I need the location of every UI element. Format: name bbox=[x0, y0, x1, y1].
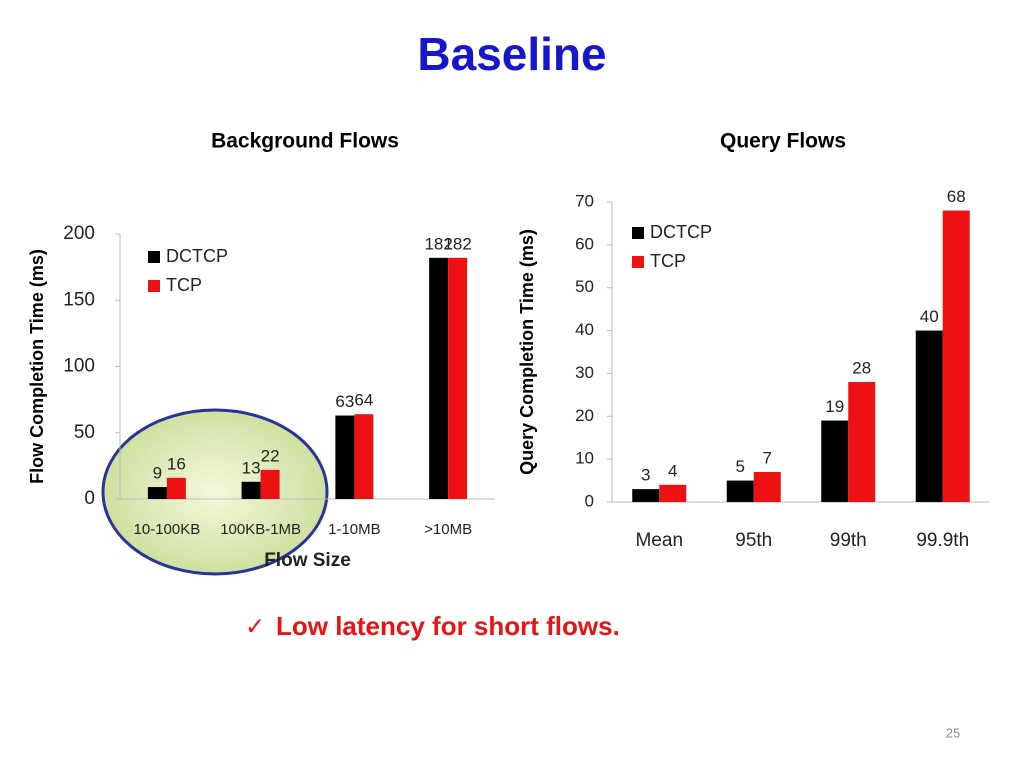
legend-label: TCP bbox=[166, 275, 202, 295]
x-tick-label: 10-100KB bbox=[134, 521, 201, 538]
check-mark: ✓ bbox=[245, 613, 265, 640]
bar bbox=[659, 484, 687, 502]
bar bbox=[241, 481, 261, 499]
value-label: 13 bbox=[242, 458, 261, 477]
value-label: 64 bbox=[354, 391, 373, 410]
charts: Background Flows Flow Completion Time (ms… bbox=[27, 130, 990, 571]
y-tick-label: 10 bbox=[575, 449, 594, 468]
value-label: 68 bbox=[947, 187, 966, 206]
legend-label: TCP bbox=[650, 251, 686, 271]
value-label: 40 bbox=[920, 307, 939, 326]
y-tick-label: 60 bbox=[575, 234, 594, 253]
y-tick-label: 20 bbox=[575, 406, 594, 425]
legend-swatch bbox=[632, 227, 644, 239]
y-tick-label: 70 bbox=[575, 191, 594, 210]
bar bbox=[335, 415, 355, 499]
bar bbox=[448, 257, 468, 499]
page-number: 25 bbox=[946, 725, 960, 740]
legend-swatch bbox=[148, 251, 160, 263]
x-tick-label: 99.9th bbox=[916, 530, 969, 551]
y-tick-label: 50 bbox=[74, 422, 95, 443]
value-label: 22 bbox=[261, 446, 280, 465]
legend-swatch bbox=[632, 256, 644, 268]
bar bbox=[942, 210, 970, 503]
bar bbox=[260, 469, 280, 499]
y-tick-label: 40 bbox=[575, 320, 594, 339]
chart-title: Query Flows bbox=[720, 130, 846, 153]
bar bbox=[848, 382, 876, 502]
note: Low latency for short flows. bbox=[276, 611, 620, 641]
x-tick-label: 95th bbox=[735, 530, 772, 551]
bar bbox=[166, 477, 186, 499]
value-label: 3 bbox=[641, 466, 650, 485]
legend-label: DCTCP bbox=[166, 246, 228, 266]
x-tick-label: 100KB-1MB bbox=[220, 521, 301, 538]
bar bbox=[354, 414, 374, 499]
y-tick-label: 0 bbox=[585, 491, 594, 510]
value-label: 182 bbox=[443, 234, 471, 253]
y-tick-label: 30 bbox=[575, 363, 594, 382]
slide-title: Baseline bbox=[417, 28, 606, 80]
bar bbox=[726, 480, 754, 502]
legend-label: DCTCP bbox=[650, 222, 712, 242]
x-tick-label: 99th bbox=[830, 530, 867, 551]
value-label: 182 bbox=[424, 234, 452, 253]
y-axis-label: Query Completion Time (ms) bbox=[517, 229, 537, 475]
value-label: 9 bbox=[153, 464, 162, 483]
y-tick-label: 100 bbox=[63, 356, 95, 377]
highlight-ellipse bbox=[101, 408, 329, 576]
bar bbox=[753, 472, 781, 502]
value-label: 5 bbox=[736, 457, 745, 476]
value-label: 7 bbox=[763, 448, 772, 467]
value-label: 28 bbox=[852, 358, 871, 377]
legend-swatch bbox=[148, 280, 160, 292]
x-tick-label: >10MB bbox=[424, 521, 472, 538]
y-tick-label: 0 bbox=[84, 488, 95, 509]
y-tick-label: 50 bbox=[575, 277, 594, 296]
bar bbox=[429, 257, 449, 499]
x-tick-label: 1-10MB bbox=[328, 521, 381, 538]
value-label: 19 bbox=[825, 397, 844, 416]
bar bbox=[821, 420, 849, 502]
x-tick-label: Mean bbox=[635, 530, 683, 551]
x-axis-label: Flow Size bbox=[264, 550, 351, 571]
y-tick-label: 150 bbox=[63, 289, 95, 310]
bar bbox=[147, 487, 167, 499]
value-label: 63 bbox=[335, 392, 354, 411]
value-label: 4 bbox=[668, 461, 677, 480]
value-label: 16 bbox=[167, 454, 186, 473]
bar bbox=[915, 330, 943, 502]
chart-title: Background Flows bbox=[211, 130, 399, 153]
y-tick-label: 200 bbox=[63, 223, 95, 244]
y-axis-label: Flow Completion Time (ms) bbox=[27, 249, 47, 484]
bar bbox=[632, 489, 660, 502]
